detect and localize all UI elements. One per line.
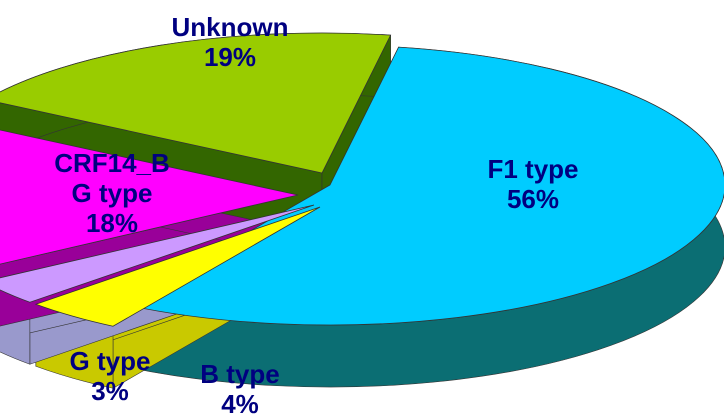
slice-name-b-type: B type [200, 359, 279, 389]
slice-percent-unknown: 19% [204, 42, 256, 72]
slice-name-crf14-b-g-type: CRF14_B [54, 148, 170, 178]
slice-percent-b-type: 4% [221, 389, 259, 419]
slice-name-f1-type: F1 type [487, 154, 578, 184]
slice-percent-f1-type: 56% [507, 184, 559, 214]
slice-label-unknown: Unknown 19% [172, 12, 289, 72]
slice-percent-crf14-b-g-type: 18% [86, 208, 138, 238]
slice-g-type [0, 204, 315, 303]
slice-labels: F1 type 56%B type 4%G type 3%CRF14_B G type 1… [54, 12, 578, 419]
slice-tops [0, 32, 724, 327]
slice-b-type [34, 206, 321, 327]
slice-f1-type [121, 46, 724, 326]
slice-crf14-b-g-type [0, 129, 299, 265]
slice-label-crf14-b-g-type: CRF14_B G type 18% [54, 148, 170, 238]
slice-percent-g-type: 3% [91, 376, 129, 406]
slice-label-f1-type: F1 type 56% [487, 154, 578, 214]
slice-unknown [0, 32, 392, 174]
slice-name-unknown: Unknown [172, 12, 289, 42]
slice-label-g-type: G type 3% [70, 346, 151, 406]
slice-name-crf14-b-g-type: G type [72, 178, 153, 208]
slice-name-g-type: G type [70, 346, 151, 376]
slice-label-b-type: B type 4% [200, 359, 279, 419]
